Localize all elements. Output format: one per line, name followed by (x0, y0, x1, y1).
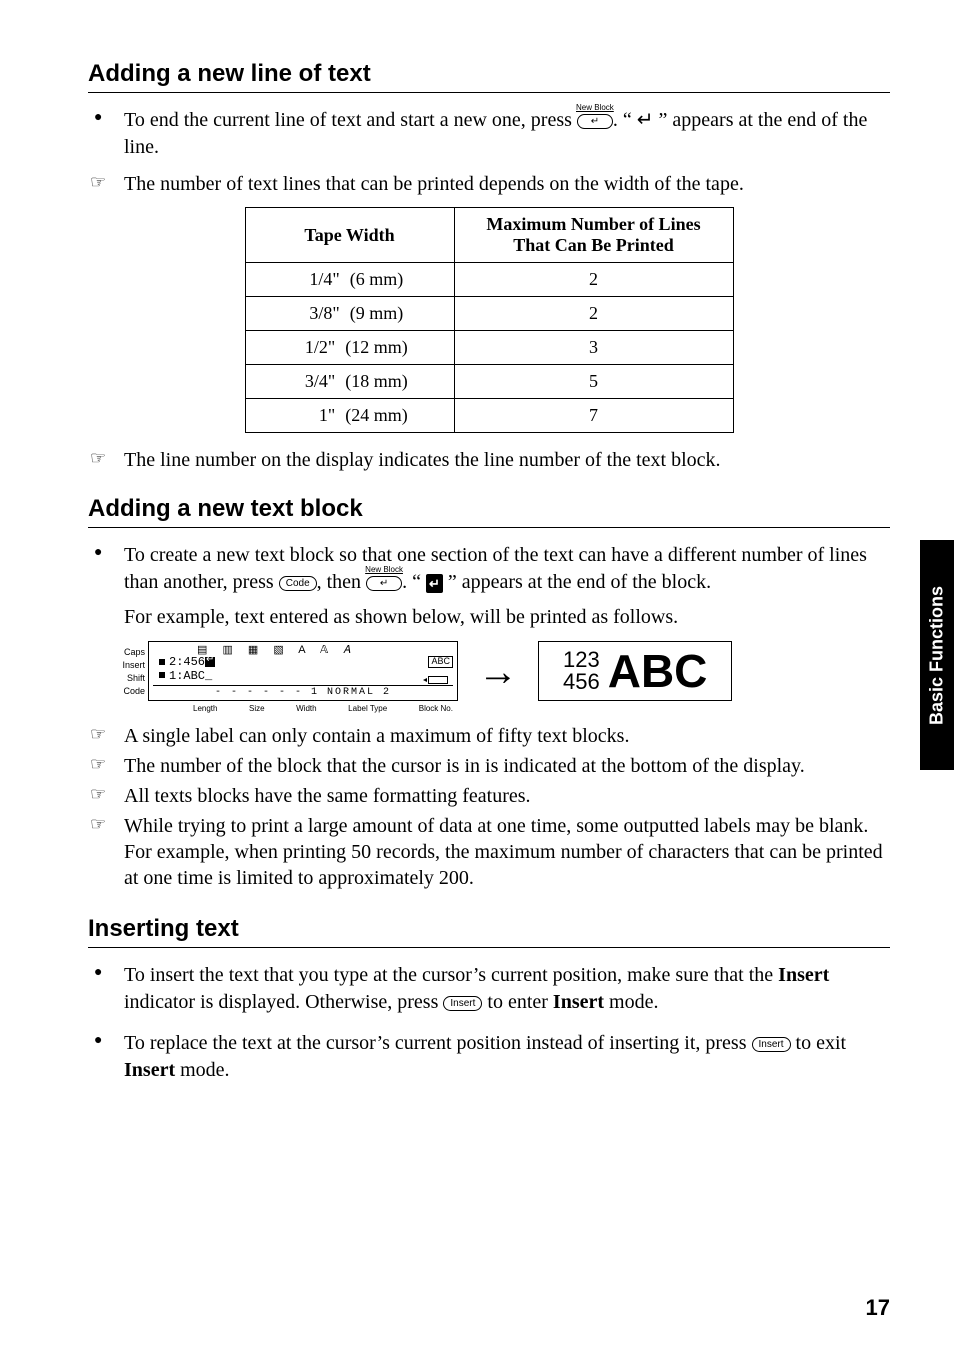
page-number: 17 (866, 1295, 890, 1321)
text-bold: Insert (553, 991, 604, 1013)
lcd-status: - - - - - - 1 NORMAL 2 (153, 685, 453, 698)
list-item: To insert the text that you type at the … (88, 962, 890, 1016)
key-insert: Insert (752, 1037, 791, 1052)
table-cell: 3/8"(9 mm) (245, 297, 454, 331)
text: , then (317, 571, 366, 593)
rule (88, 527, 890, 528)
note-list: The number of text lines that can be pri… (88, 171, 890, 197)
list-item: All texts blocks have the same formattin… (88, 783, 890, 809)
rule (88, 92, 890, 93)
table-cell: 5 (454, 365, 733, 399)
bullet-list: To insert the text that you type at the … (88, 962, 890, 1084)
table-row: 1"(24 mm) 7 (245, 399, 733, 433)
side-tab: Basic Functions (920, 540, 954, 770)
lcd-line: 1:ABC_ (153, 670, 453, 683)
key-top-label: New Block (576, 104, 614, 113)
text: To end the current line of text and star… (124, 109, 577, 131)
lcd-display: Caps Insert Shift Code ▤ ▥ ▦ ▧ A 𝔸 𝐴 ABC… (148, 641, 458, 700)
table-header: Maximum Number of Lines That Can Be Prin… (454, 208, 733, 263)
heading-adding-new-line: Adding a new line of text (88, 60, 890, 88)
text: to enter (482, 991, 553, 1013)
list-item: The number of the block that the cursor … (88, 753, 890, 779)
table-cell: 3 (454, 331, 733, 365)
table-cell: 7 (454, 399, 733, 433)
table-cell: 2 (454, 297, 733, 331)
lcd-side-badges: ABC (428, 656, 453, 684)
text: ” appears at the end of the block. (443, 571, 711, 593)
list-item: The line number on the display indicates… (88, 447, 890, 473)
example-row: Caps Insert Shift Code ▤ ▥ ▦ ▧ A 𝔸 𝐴 ABC… (112, 641, 890, 701)
text: . “ (402, 571, 426, 593)
lcd-sublabels: Length Size Width Label Type Block No. (193, 705, 453, 714)
return-inverted-icon: ↵ (426, 574, 443, 594)
tape-icon (428, 676, 448, 684)
list-item: To end the current line of text and star… (88, 107, 890, 161)
key-new-block: New Block ↵ (366, 576, 402, 591)
table-row: 3/8"(9 mm) 2 (245, 297, 733, 331)
printed-label: 123 456 ABC (538, 641, 732, 701)
printed-small-lines: 123 456 (563, 649, 600, 693)
table-cell: 3/4"(18 mm) (245, 365, 454, 399)
text: mode. (604, 991, 658, 1013)
list-item: To replace the text at the cursor’s curr… (88, 1030, 890, 1084)
table-row: 1/2"(12 mm) 3 (245, 331, 733, 365)
text: to exit (791, 1032, 847, 1054)
return-inverted-icon (205, 657, 215, 667)
table-cell: 1/2"(12 mm) (245, 331, 454, 365)
table-row: 1/4"(6 mm) 2 (245, 263, 733, 297)
text: mode. (175, 1059, 229, 1081)
return-icon: ↵ (637, 109, 654, 131)
heading-adding-text-block: Adding a new text block (88, 495, 890, 523)
list-item: The number of text lines that can be pri… (88, 171, 890, 197)
list-item: A single label can only contain a maximu… (88, 723, 890, 749)
bullet-list: To end the current line of text and star… (88, 107, 890, 161)
printed-big-text: ABC (608, 648, 708, 694)
list-item: To create a new text block so that one s… (88, 542, 890, 631)
note-list: The line number on the display indicates… (88, 447, 890, 473)
bullet-list: To create a new text block so that one s… (88, 542, 890, 631)
list-item: While trying to print a large amount of … (88, 813, 890, 891)
page: Basic Functions Adding a new line of tex… (0, 0, 954, 1357)
table-header: Tape Width (245, 208, 454, 263)
table-row: 3/4"(18 mm) 5 (245, 365, 733, 399)
table-cell: 1/4"(6 mm) (245, 263, 454, 297)
table-row: Tape Width Maximum Number of Lines That … (245, 208, 733, 263)
text-bold: Insert (124, 1059, 175, 1081)
heading-inserting-text: Inserting text (88, 915, 890, 943)
note-list: A single label can only contain a maximu… (88, 723, 890, 891)
table-cell: 2 (454, 263, 733, 297)
arrow-icon: → (478, 648, 518, 695)
table-cell: 1"(24 mm) (245, 399, 454, 433)
key-new-block: New Block ↵ (577, 114, 613, 129)
key-insert: Insert (443, 996, 482, 1011)
text: For example, text entered as shown below… (124, 606, 678, 628)
abc-badge: ABC (428, 656, 453, 668)
return-icon: ↵ (591, 116, 599, 127)
tape-width-table: Tape Width Maximum Number of Lines That … (245, 207, 734, 433)
text: indicator is displayed. Otherwise, press (124, 991, 443, 1013)
rule (88, 947, 890, 948)
lcd-left-labels: Caps Insert Shift Code (113, 646, 145, 698)
key-top-label: New Block (365, 566, 403, 575)
text-bold: Insert (778, 964, 829, 986)
text: . “ (613, 109, 637, 131)
return-icon: ↵ (380, 578, 388, 589)
text: To replace the text at the cursor’s curr… (124, 1032, 752, 1054)
key-code: Code (279, 576, 317, 591)
text: To insert the text that you type at the … (124, 964, 778, 986)
